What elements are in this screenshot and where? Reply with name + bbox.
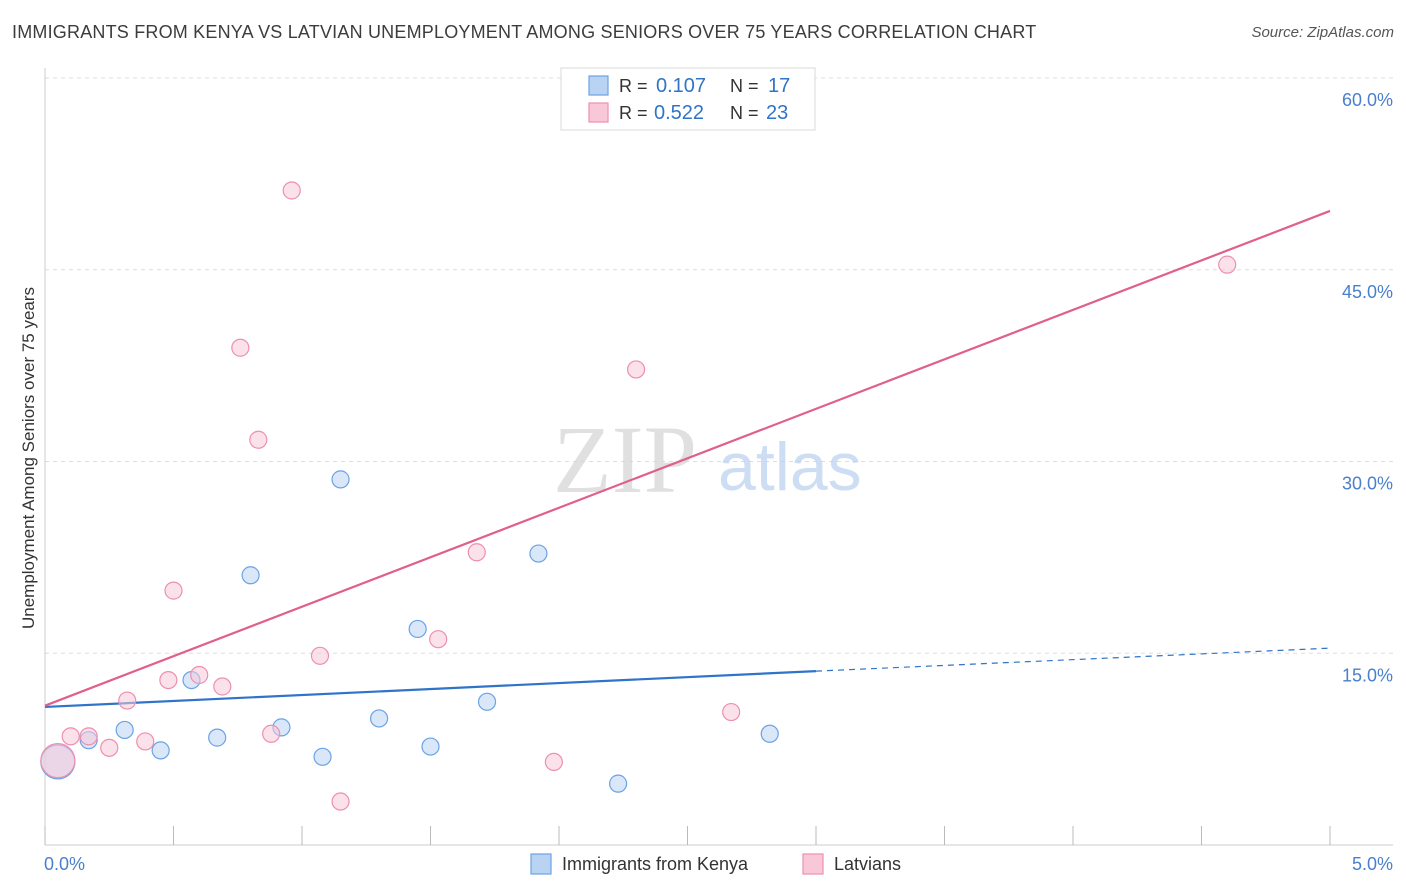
legend-kenya-n-label: N = (730, 76, 759, 96)
point-kenya (421, 737, 440, 756)
bottom-legend: Immigrants from Kenya Latvians (530, 853, 901, 875)
y-tick-label: 30.0% (1342, 474, 1393, 494)
point-latvians (1218, 255, 1237, 274)
bottom-legend-latvians-swatch (802, 853, 824, 875)
point-kenya (313, 747, 332, 766)
point-kenya (208, 728, 227, 747)
point-kenya (115, 720, 134, 740)
watermark-atlas: atlas (718, 429, 862, 505)
legend-latvians-r-value: 0.522 (654, 102, 704, 124)
point-kenya (408, 619, 427, 639)
source-label: Source: ZipAtlas.com (1251, 24, 1394, 41)
legend-kenya-r-label: R = (619, 76, 648, 96)
point-kenya (151, 741, 170, 760)
trend-line-latvians (44, 209, 1331, 707)
watermark-zip: ZIP (553, 406, 697, 513)
y-tick-label: 45.0% (1342, 282, 1393, 302)
point-latvians (100, 738, 119, 757)
point-latvians (429, 630, 448, 649)
chart-title: IMMIGRANTS FROM KENYA VS LATVIAN UNEMPLO… (12, 22, 1037, 42)
point-latvians (159, 670, 178, 690)
point-latvians (310, 646, 330, 665)
point-latvians (249, 430, 268, 449)
axes-layer: 0.0% 5.0% (44, 68, 1393, 874)
grid-layer: 15.0% 30.0% 45.0% 60.0% (45, 77, 1393, 685)
legend-latvians-r-label: R = (619, 103, 648, 123)
point-latvians (190, 665, 209, 685)
point-kenya (241, 566, 260, 585)
point-latvians (626, 360, 646, 379)
bottom-legend-kenya-swatch (530, 853, 552, 875)
y-tick-label: 60.0% (1342, 90, 1393, 110)
bottom-legend-latvians-label: Latvians (834, 854, 901, 874)
legend-latvians-n-label: N = (730, 103, 759, 123)
trend-layer (44, 209, 1331, 709)
point-kenya (370, 709, 389, 728)
y-tick-label: 15.0% (1342, 665, 1393, 685)
y-axis-label: Unemployment Among Seniors over 75 years (19, 287, 38, 629)
point-latvians (722, 702, 741, 722)
point-latvians (544, 752, 563, 772)
point-kenya (331, 470, 350, 489)
point-latvians (61, 727, 80, 746)
legend-latvians-n-value: 23 (766, 102, 788, 124)
bottom-legend-kenya-label: Immigrants from Kenya (562, 854, 749, 874)
point-kenya (477, 692, 497, 711)
point-latvians (164, 581, 183, 600)
trend-line-kenya-extension (815, 647, 1331, 672)
points-layer (40, 181, 1237, 811)
point-kenya (609, 774, 628, 793)
point-latvians (118, 691, 137, 710)
top-legend: R = 0.107 N = 17 R = 0.522 N = 23 (560, 67, 816, 131)
point-kenya (529, 544, 548, 563)
point-kenya (760, 724, 779, 743)
x-tick-label-max: 5.0% (1352, 854, 1393, 874)
legend-latvians-swatch (588, 102, 609, 123)
legend-kenya-n-value: 17 (768, 75, 790, 97)
trend-line-kenya (44, 670, 817, 709)
legend-kenya-r-value: 0.107 (656, 75, 706, 97)
point-latvians (467, 543, 486, 562)
point-latvians (231, 338, 250, 357)
point-latvians (282, 181, 301, 200)
point-latvians (331, 792, 350, 811)
legend-kenya-swatch (588, 75, 609, 96)
point-latvians (262, 724, 281, 743)
point-latvians (79, 727, 98, 746)
point-latvians (40, 743, 76, 779)
point-latvians (213, 677, 232, 696)
x-tick-label-min: 0.0% (44, 854, 85, 874)
point-latvians (136, 732, 155, 751)
